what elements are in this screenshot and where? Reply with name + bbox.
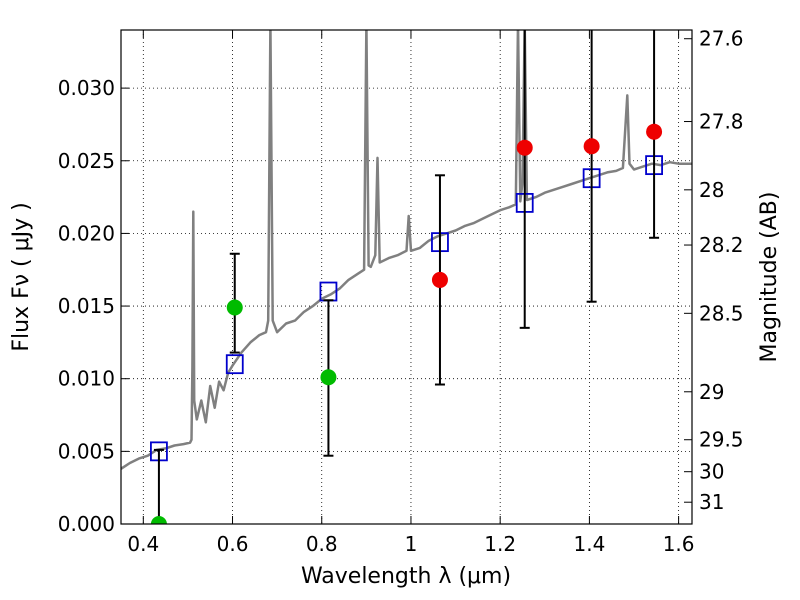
x-tick-label: 0.8 [306,532,338,556]
right-axis-label: Magnitude (AB) [757,192,782,363]
right-tick-label: 28.2 [699,233,744,257]
y-tick-label: 0.000 [58,512,115,536]
plot-frame [120,29,693,525]
x-tick-label: 1 [405,532,418,556]
y-tick-label: 0.005 [58,439,115,463]
x-tick-label: 1.4 [573,532,605,556]
plot-area [121,30,692,524]
observed-flux-point [516,139,533,156]
observed-flux-point [226,299,243,316]
x-tick-label: 1.6 [663,532,695,556]
y-tick-label: 0.030 [58,76,115,100]
right-tick-label: 28.5 [699,301,744,325]
x-axis-label: Wavelength λ (μm) [301,564,511,589]
right-tick-label: 27.6 [699,27,744,51]
right-tick-label: 28 [699,178,724,202]
axis-ticks: 0.4 0.6 0.8 1 1.2 1.4 1.6 0.000 0.005 0.010 0.015 0… [58,27,744,556]
observed-flux-point [320,369,337,386]
right-tick-label: 27.8 [699,110,744,134]
grid-lines [121,30,692,525]
x-tick-label: 1.2 [484,532,516,556]
x-tick-label: 0.6 [217,532,249,556]
right-tick-label: 31 [699,490,724,514]
x-tick-label: 0.4 [127,532,159,556]
y-tick-label: 0.010 [58,367,115,391]
right-tick-label: 29 [699,380,724,404]
y-tick-label: 0.015 [58,294,115,318]
spectrum-line [121,30,692,470]
observed-flux-point [150,516,167,524]
right-tick-label: 30 [699,460,724,484]
y-tick-label: 0.025 [58,149,115,173]
right-tick-label: 29.5 [699,428,744,452]
observed-flux-point [646,123,663,140]
observed-flux-point [583,138,600,155]
observed-flux-point [431,271,448,288]
y-axis-label: Flux Fν ( μJy ) [9,202,34,351]
y-tick-label: 0.020 [58,221,115,245]
model-photometry-square [225,354,244,375]
